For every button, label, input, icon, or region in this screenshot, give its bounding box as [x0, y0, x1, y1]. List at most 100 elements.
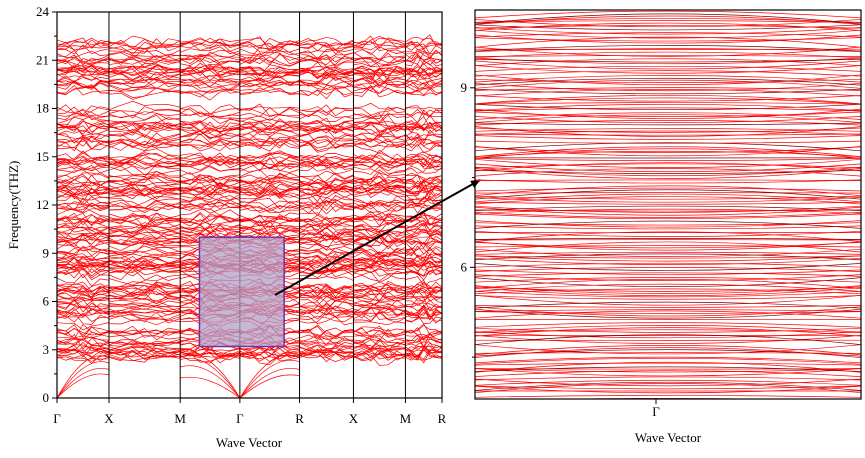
band-line	[475, 251, 861, 255]
left-y-axis: 0 3 6 9 12 15 18 21 24	[36, 4, 57, 405]
band-line	[475, 385, 861, 390]
acoustic-band-line	[239, 354, 300, 398]
band-line	[475, 241, 861, 253]
band-line	[57, 156, 442, 170]
zoom-box	[198, 236, 285, 348]
band-line	[475, 269, 861, 275]
band-line	[475, 368, 861, 377]
band-line	[57, 107, 442, 121]
band-line	[475, 15, 861, 26]
band-line	[57, 54, 442, 71]
band-line	[475, 274, 861, 281]
band-line	[57, 76, 442, 89]
y-tick-label: 3	[43, 342, 50, 357]
band-line	[475, 179, 861, 181]
band-line	[475, 309, 861, 312]
band-line	[57, 187, 442, 202]
right-band-lines	[475, 10, 861, 399]
band-line	[475, 130, 861, 135]
band-line	[475, 206, 861, 216]
band-line	[57, 38, 442, 52]
band-line	[57, 41, 442, 55]
band-line	[475, 97, 861, 105]
x-tick-label: M	[400, 411, 412, 426]
band-line	[475, 322, 861, 328]
band-line	[57, 84, 442, 100]
band-line	[475, 70, 861, 77]
x-tick-label: R	[438, 411, 447, 426]
y-tick-label: 18	[36, 101, 49, 116]
band-line	[475, 108, 861, 119]
band-line	[475, 107, 861, 112]
band-line	[475, 148, 861, 159]
band-line	[475, 51, 861, 59]
band-line	[475, 295, 861, 300]
band-line	[57, 345, 442, 360]
band-line	[475, 77, 861, 86]
acoustic-band-line	[180, 376, 241, 398]
band-line	[475, 378, 861, 387]
zoom-arrow	[274, 179, 481, 296]
band-line	[57, 80, 442, 93]
band-line	[475, 163, 861, 169]
band-line	[57, 75, 442, 89]
band-line	[475, 163, 861, 173]
band-line	[475, 277, 861, 287]
band-line	[57, 100, 442, 117]
band-line	[57, 179, 442, 197]
y-tick-label: 9	[43, 245, 50, 260]
band-line	[475, 103, 861, 111]
y-tick-label: 12	[36, 197, 49, 212]
right-x-axis-title: Wave Vector	[635, 430, 702, 445]
band-line	[475, 189, 861, 200]
band-line	[57, 169, 442, 182]
band-line	[475, 222, 861, 226]
band-line	[57, 121, 442, 138]
y-tick-label: 6	[461, 259, 468, 274]
band-line	[57, 85, 442, 101]
left-chart: 0 3 6 9 12 15 18 21 24 Γ X M Γ R X M R Frequency(THZ) W…	[6, 4, 447, 450]
band-line	[57, 193, 442, 208]
acoustic-band-line	[57, 373, 110, 398]
band-line	[57, 122, 442, 136]
band-line	[475, 142, 861, 152]
band-line	[475, 278, 861, 290]
band-line	[475, 311, 861, 314]
band-line	[57, 120, 442, 134]
band-line	[475, 262, 861, 268]
band-line	[475, 20, 861, 23]
right-chart: 69 Γ Wave Vector	[461, 9, 862, 445]
acoustic-band-line	[57, 355, 110, 398]
band-line	[475, 208, 861, 214]
band-line	[57, 181, 442, 195]
band-line	[475, 263, 861, 271]
band-line	[475, 288, 861, 295]
band-line	[475, 325, 861, 333]
band-line	[57, 73, 442, 88]
band-line	[475, 267, 861, 272]
band-line	[475, 294, 861, 306]
x-tick-label: R	[295, 411, 304, 426]
y-tick-label: 24	[36, 4, 50, 19]
band-line	[475, 345, 861, 356]
band-line	[475, 158, 861, 161]
x-tick-label: Γ	[53, 411, 61, 426]
band-line	[475, 245, 861, 248]
band-line	[475, 331, 861, 339]
right-x-axis: Γ	[652, 399, 660, 419]
band-line	[57, 140, 442, 154]
band-line	[475, 128, 861, 132]
band-line	[57, 162, 442, 176]
band-line	[475, 140, 861, 144]
band-line	[475, 120, 861, 126]
band-line	[475, 195, 861, 200]
band-line	[475, 334, 861, 345]
band-line	[475, 185, 861, 197]
band-line	[57, 66, 442, 82]
band-line	[475, 192, 861, 194]
band-line	[57, 35, 442, 51]
band-line	[475, 158, 861, 168]
band-line	[57, 348, 442, 363]
band-line	[475, 370, 861, 377]
band-line	[475, 308, 861, 319]
